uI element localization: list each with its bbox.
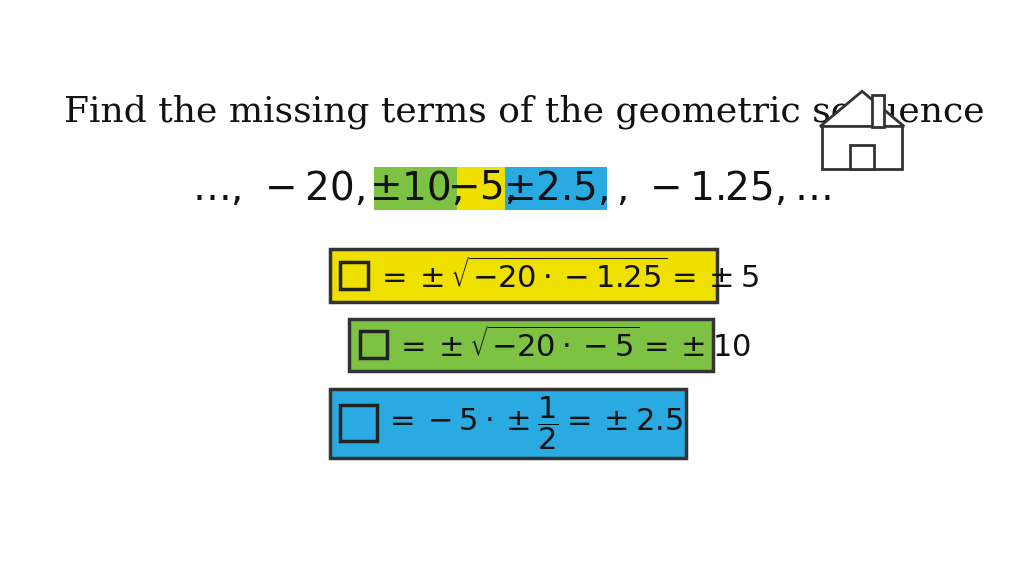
Bar: [330, 249, 717, 302]
Text: $\pm2.5,$: $\pm2.5,$: [504, 169, 608, 208]
Bar: [359, 331, 387, 358]
Bar: [872, 95, 884, 127]
Bar: [506, 167, 607, 210]
Bar: [458, 167, 506, 210]
Bar: [340, 406, 377, 441]
Polygon shape: [820, 92, 904, 126]
Bar: [330, 389, 686, 458]
Text: Find the missing terms of the geometric sequence: Find the missing terms of the geometric …: [65, 94, 985, 128]
Bar: [850, 145, 874, 169]
Text: $,\,-1.25,\ldots$: $,\,-1.25,\ldots$: [616, 169, 830, 208]
Text: $\ldots,\,-20,$: $\ldots,\,-20,$: [191, 169, 365, 208]
Bar: [340, 262, 368, 289]
Bar: [822, 125, 902, 169]
Bar: [349, 319, 713, 371]
Text: $= \pm\sqrt{-20\cdot-5} = \pm10$: $= \pm\sqrt{-20\cdot-5} = \pm10$: [395, 327, 752, 363]
Text: $= \pm\sqrt{-20\cdot-1.25} = \pm5$: $= \pm\sqrt{-20\cdot-1.25} = \pm5$: [376, 257, 759, 294]
Text: $\pm10,$: $\pm10,$: [370, 169, 462, 208]
Text: $= -5\cdot\pm\dfrac{1}{2} = \pm2.5$: $= -5\cdot\pm\dfrac{1}{2} = \pm2.5$: [384, 395, 684, 452]
Bar: [375, 167, 458, 210]
Text: $-5,$: $-5,$: [447, 169, 515, 207]
